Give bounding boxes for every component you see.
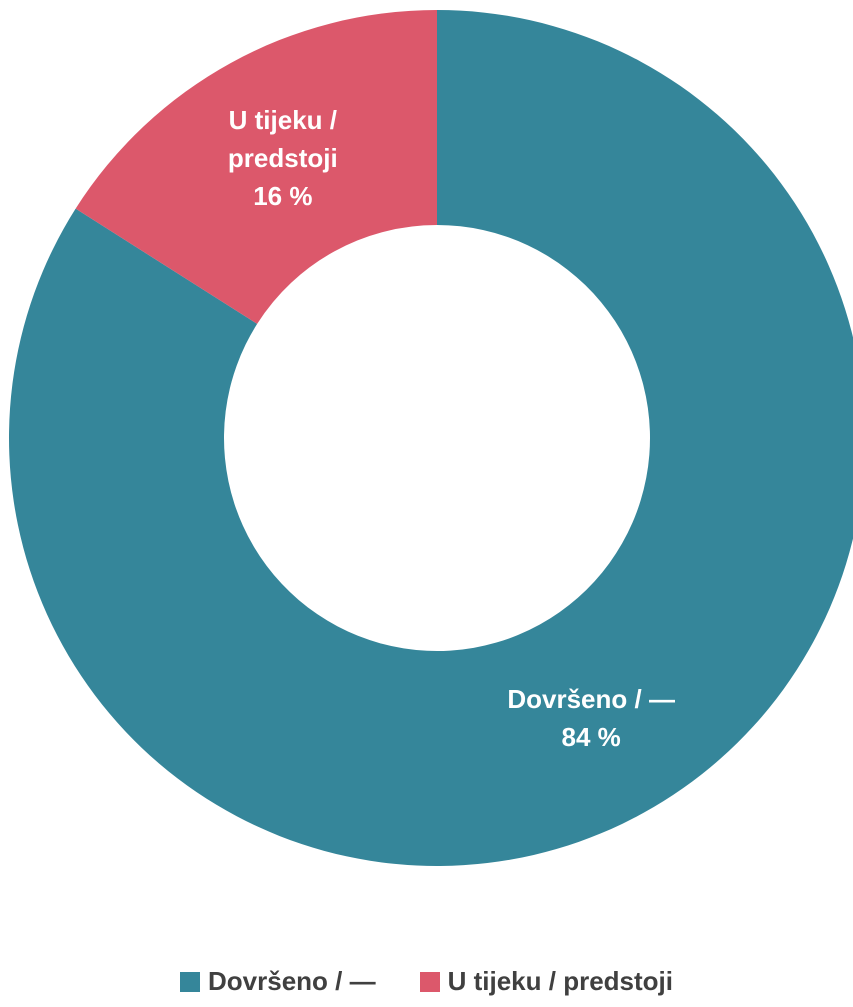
label-name: Dovršeno / —	[507, 684, 675, 715]
legend-item: Dovršeno / —	[180, 966, 376, 997]
legend: Dovršeno / — U tijeku / predstoji	[0, 966, 853, 997]
legend-label: Dovršeno / —	[208, 966, 376, 996]
data-label: U tijeku / predstoji 16 %	[193, 101, 373, 215]
slice	[75, 10, 437, 324]
legend-swatch	[419, 971, 440, 992]
legend-item: U tijeku / predstoji	[419, 966, 673, 997]
data-label: Dovršeno / — 84 %	[461, 680, 721, 756]
slice	[9, 10, 853, 866]
label-value: 16 %	[253, 180, 313, 211]
legend-label: U tijeku / predstoji	[447, 966, 673, 996]
label-name: U tijeku / predstoji	[227, 104, 338, 173]
label-value: 84 %	[561, 722, 621, 753]
legend-swatch	[180, 971, 201, 992]
